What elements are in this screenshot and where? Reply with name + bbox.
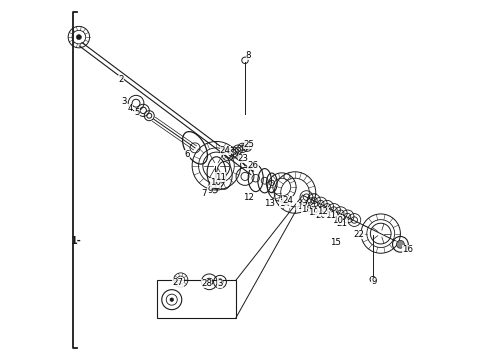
Text: 22: 22 <box>354 230 365 239</box>
Text: 6: 6 <box>184 150 190 159</box>
Text: 24: 24 <box>282 196 294 205</box>
Text: 8: 8 <box>246 51 251 60</box>
Text: 11: 11 <box>215 173 226 182</box>
Text: 16: 16 <box>402 245 413 254</box>
Circle shape <box>170 298 173 301</box>
Text: 24: 24 <box>220 146 231 155</box>
Text: 17: 17 <box>296 202 308 211</box>
Text: 7: 7 <box>201 189 207 198</box>
Text: 23: 23 <box>238 154 249 163</box>
Text: 10: 10 <box>210 178 221 187</box>
Text: 15: 15 <box>329 238 341 247</box>
Text: 9: 9 <box>371 277 377 286</box>
Text: 19: 19 <box>309 208 319 217</box>
Text: 3: 3 <box>217 279 223 288</box>
Text: 14: 14 <box>279 199 291 208</box>
Text: 9: 9 <box>207 186 213 195</box>
Text: 12: 12 <box>318 207 328 216</box>
Text: 11: 11 <box>324 211 336 220</box>
Text: 10: 10 <box>332 216 343 225</box>
Text: 4: 4 <box>127 104 133 113</box>
Text: 13: 13 <box>264 199 275 208</box>
Circle shape <box>396 240 404 248</box>
Text: 27: 27 <box>172 278 183 287</box>
Text: 21: 21 <box>337 219 348 228</box>
Text: 28: 28 <box>201 279 212 288</box>
Text: 12: 12 <box>243 193 254 202</box>
Text: 25: 25 <box>244 140 255 149</box>
Text: 1-: 1- <box>71 236 81 246</box>
Text: 3: 3 <box>122 97 127 106</box>
Text: 5: 5 <box>134 108 140 117</box>
Text: 18: 18 <box>301 205 312 214</box>
Bar <box>157 280 236 318</box>
Text: 20: 20 <box>315 211 326 220</box>
Circle shape <box>76 35 81 40</box>
Text: 26: 26 <box>247 161 258 170</box>
Text: 2: 2 <box>118 76 123 85</box>
